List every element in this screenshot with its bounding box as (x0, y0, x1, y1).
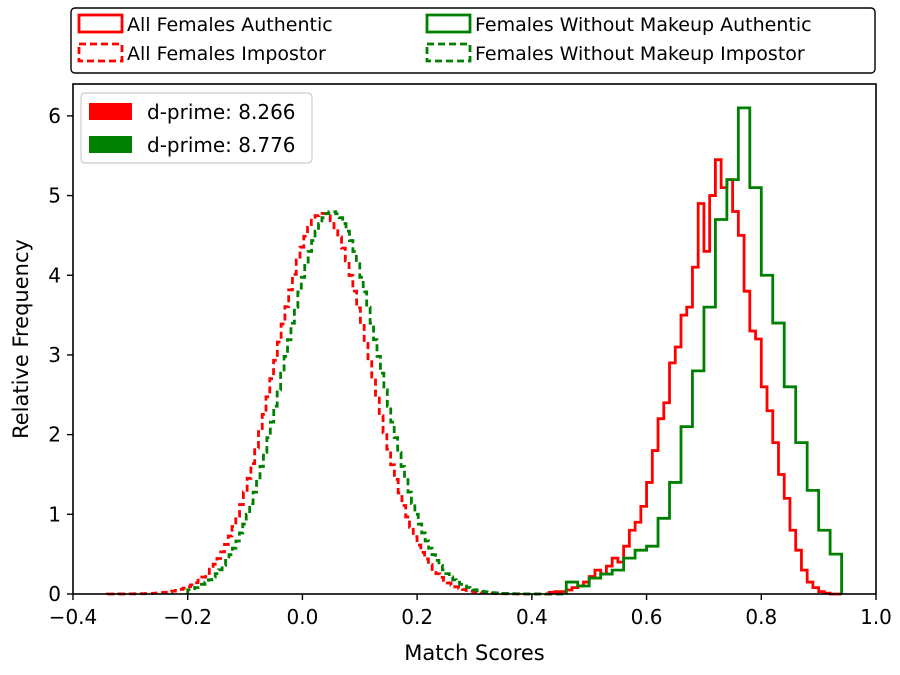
legend-top-swatch (425, 42, 472, 63)
series-all-females-impostor (106, 211, 561, 596)
series-all-females-authentic (547, 158, 842, 596)
legend-top-label: All Females Impostor (127, 43, 326, 65)
x-tick-label: 0.6 (631, 605, 663, 629)
x-axis-label: Match Scores (404, 641, 545, 665)
y-axis-label: Relative Frequency (9, 239, 33, 439)
x-tick-label: 0.8 (745, 605, 777, 629)
legend-top-label: All Females Authentic (127, 14, 333, 36)
legend-top-label: Females Without Makeup Impostor (475, 43, 805, 65)
y-tick-label: 4 (48, 263, 61, 287)
x-tick-label: 0.2 (401, 605, 433, 629)
series-females-without-makeup-authentic (564, 106, 843, 594)
x-tick-label: −0.2 (163, 605, 212, 629)
legend-top-swatch (77, 13, 124, 34)
y-tick-label: 0 (48, 582, 61, 606)
y-tick-label: 2 (48, 423, 61, 447)
y-tick-label: 3 (48, 343, 61, 367)
legend-inner-swatch (89, 103, 132, 120)
legend-top-frame (70, 7, 876, 74)
legend-inner-label: d-prime: 8.266 (147, 100, 296, 124)
x-tick-label: −0.4 (49, 605, 98, 629)
y-tick-label: 1 (48, 502, 61, 526)
plot-frame (72, 83, 877, 595)
legend-inner-swatch (89, 136, 132, 153)
x-tick-label: 0.4 (516, 605, 548, 629)
y-tick-label: 6 (48, 104, 61, 128)
y-tick-label: 5 (48, 184, 61, 208)
series-females-without-makeup-impostor (186, 210, 567, 596)
x-tick-label: 0.0 (287, 605, 319, 629)
legend-inner-label: d-prime: 8.776 (147, 133, 296, 157)
x-tick-label: 1.0 (860, 605, 892, 629)
legend-top-swatch (77, 42, 124, 63)
legend-top-swatch (425, 13, 472, 34)
legend-inner-frame (80, 92, 313, 164)
legend-top-label: Females Without Makeup Authentic (475, 14, 812, 36)
